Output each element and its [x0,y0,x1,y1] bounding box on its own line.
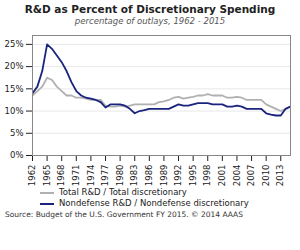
svg-text:1983: 1983 [129,165,139,187]
svg-text:0%: 0% [10,150,24,160]
svg-text:2010: 2010 [261,165,271,187]
svg-text:25%: 25% [5,39,24,49]
svg-text:1986: 1986 [144,165,154,187]
html-text:Nondefense R&D / Nondefense di: Nondefense R&D / Nondefense discretionar… [59,198,249,208]
svg-text:1977: 1977 [100,165,110,187]
html-text:percentage of outlays, 1962 -: percentage of outlays, 1962 - 2015 [74,16,226,26]
svg-text:1998: 1998 [202,165,212,187]
svg-text:1989: 1989 [159,165,169,187]
svg-text:1962: 1962 [27,165,37,187]
svg-text:5%: 5% [10,128,24,138]
svg-text:2001: 2001 [217,165,227,187]
svg-text:1992: 1992 [173,165,183,187]
svg-text:1971: 1971 [71,165,81,187]
svg-text:1980: 1980 [115,165,125,187]
svg-text:10%: 10% [5,106,24,116]
svg-text:1995: 1995 [188,165,198,187]
svg-text:1968: 1968 [56,165,66,187]
svg-text:1965: 1965 [42,165,52,187]
svg-text:15%: 15% [5,84,24,94]
svg-text:1974: 1974 [86,165,96,187]
svg-text:20%: 20% [5,61,24,71]
svg-text:2013: 2013 [275,165,285,187]
html-text:Source: Budget of the U.S. Gov: Source: Budget of the U.S. Government FY… [5,210,243,219]
svg-text:2007: 2007 [246,165,256,187]
html-text:R&D as Percent of Discretionar: R&D as Percent of Discretionary Spending [24,3,276,15]
html-text:Total R&D / Total discretionar: Total R&D / Total discretionary [59,187,187,197]
svg-text:2004: 2004 [232,165,242,187]
